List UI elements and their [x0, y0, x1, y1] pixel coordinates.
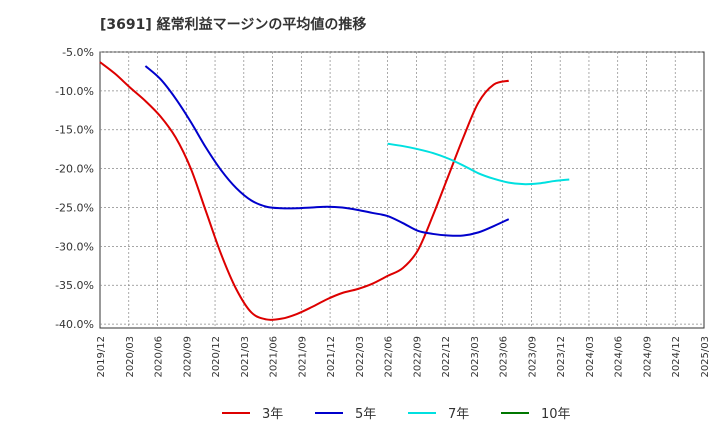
series-line-1 [144, 65, 510, 237]
y-tick-label: -15.0% [55, 124, 94, 137]
x-tick-label: 2020/03 [125, 336, 136, 378]
x-tick-label: 2024/06 [614, 336, 625, 378]
legend-label-0: 3年 [262, 407, 283, 422]
x-tick-label: 2025/03 [700, 336, 711, 378]
x-tick-label: 2022/12 [441, 336, 452, 378]
y-tick-label: -5.0% [62, 46, 94, 59]
x-tick-label: 2020/06 [154, 336, 165, 378]
legend-label-1: 5年 [355, 407, 376, 422]
y-tick-label: -30.0% [55, 240, 94, 253]
y-tick-label: -40.0% [55, 318, 94, 331]
x-tick-label: 2020/12 [211, 336, 222, 378]
x-tick-label: 2022/06 [384, 336, 395, 378]
legend-label-3: 10年 [541, 407, 571, 422]
x-tick-label: 2021/03 [240, 336, 251, 378]
y-tick-label: -25.0% [55, 201, 94, 214]
x-tick-label: 2021/12 [326, 336, 337, 378]
x-tick-label: 2024/03 [585, 336, 596, 378]
plot-frame [99, 51, 705, 329]
y-tick-label: -10.0% [55, 85, 94, 98]
y-tick-label: -35.0% [55, 279, 94, 292]
x-tick-label: 2022/09 [412, 336, 423, 378]
series-line-0 [99, 61, 509, 321]
x-tick-label: 2022/03 [355, 336, 366, 378]
x-tick-label: 2020/09 [182, 336, 193, 378]
y-tick-label: -20.0% [55, 163, 94, 176]
x-tick-label: 2019/12 [96, 336, 107, 378]
x-tick-label: 2021/06 [269, 336, 280, 378]
x-tick-label: 2021/09 [297, 336, 308, 378]
legend-label-2: 7年 [448, 407, 469, 422]
x-tick-label: 2023/12 [556, 336, 567, 378]
x-tick-label: 2023/09 [527, 336, 538, 378]
chart-title: [3691] 経常利益マージンの平均値の推移 [100, 17, 367, 33]
x-tick-label: 2024/12 [671, 336, 682, 378]
x-tick-label: 2023/03 [470, 336, 481, 378]
x-tick-label: 2023/06 [499, 336, 510, 378]
series-line-2 [387, 142, 570, 186]
x-tick-label: 2024/09 [642, 336, 653, 378]
